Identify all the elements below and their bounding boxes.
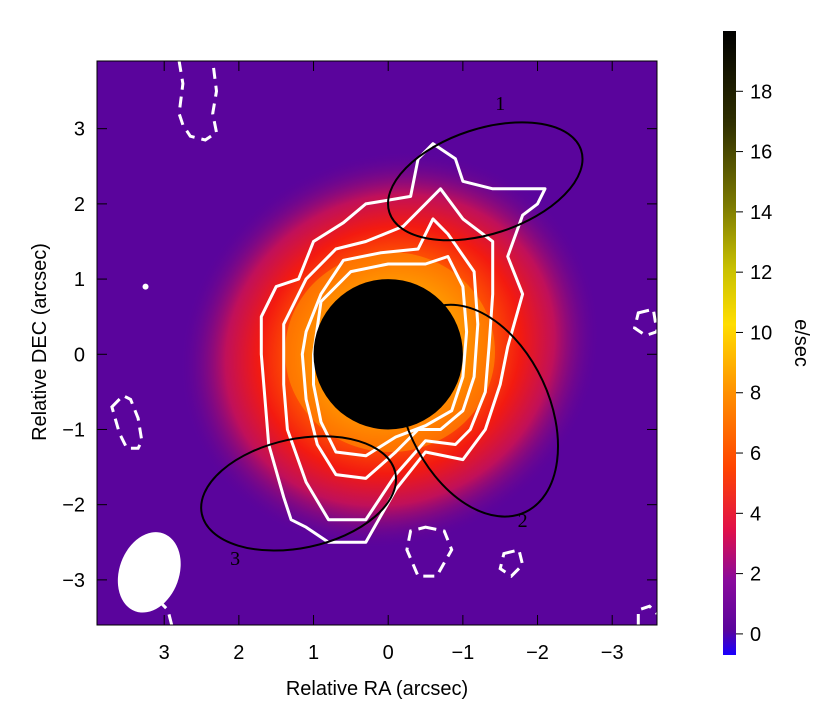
x-tick-label: 0: [383, 642, 394, 664]
colorbar-tick-label: 12: [750, 262, 772, 284]
negative-contour: [110, 393, 144, 450]
colorbar-tick-label: 0: [750, 624, 761, 646]
negative-contour: [636, 604, 657, 625]
region-3-label: 3: [230, 548, 240, 570]
y-tick-label: −2: [62, 495, 85, 517]
x-tick-label: 3: [159, 642, 170, 664]
plot-area: [96, 60, 658, 626]
positive-contours: [142, 142, 547, 544]
x-tick-label: 1: [308, 642, 319, 664]
plot-frame: [96, 60, 658, 626]
x-axis-title: Relative RA (arcsec): [286, 678, 468, 700]
region-2-ellipse: [396, 303, 560, 518]
y-tick-label: −3: [62, 570, 85, 592]
region-ellipses: [200, 121, 584, 552]
negative-contours: [110, 61, 657, 625]
colorbar: 0 2 4 6 8 10 12 14 16 18 e/sec: [723, 31, 812, 655]
colorbar-tick-label: 18: [750, 81, 772, 103]
positive-contour: [300, 217, 480, 480]
colorbar-title: e/sec: [790, 319, 812, 367]
y-tick-label: 1: [74, 269, 85, 291]
region-1-ellipse: [387, 121, 584, 242]
y-axis-ticks: 3 2 1 0 −1 −2 −3: [62, 119, 657, 592]
x-tick-label: −1: [451, 642, 474, 664]
region-2-label: 2: [518, 510, 528, 532]
x-tick-label: −2: [526, 642, 549, 664]
positive-contour: [282, 187, 495, 522]
negative-contour: [177, 61, 219, 142]
beam-layer: [117, 532, 181, 613]
negative-contour: [498, 547, 525, 579]
x-axis-ticks: 3 2 1 0 −1 −2 −3: [159, 61, 624, 664]
x-tick-label: 2: [233, 642, 244, 664]
y-tick-label: 0: [74, 344, 85, 366]
colorbar-tick-label: 10: [750, 322, 772, 344]
positive-contour-dot: [142, 283, 149, 290]
colorbar-gradient: [723, 31, 736, 655]
colorbar-tick-label: 4: [750, 503, 761, 525]
colorbar-tick-label: 16: [750, 142, 772, 164]
negative-contour: [632, 307, 657, 338]
region-labels: 1 2 3: [230, 93, 527, 570]
positive-contour: [259, 142, 547, 544]
colorbar-tick-label: 14: [750, 202, 772, 224]
y-tick-label: −1: [62, 419, 85, 441]
colorbar-ticks: 0 2 4 6 8 10 12 14 16 18: [736, 81, 772, 646]
colorbar-tick-label: 6: [750, 443, 761, 465]
occulting-mask-layer: [313, 279, 463, 430]
y-tick-label: 2: [74, 194, 85, 216]
x-tick-label: −3: [601, 642, 624, 664]
colorbar-tick-label: 8: [750, 383, 761, 405]
y-tick-label: 3: [74, 119, 85, 141]
negative-contour: [405, 525, 454, 578]
colorbar-tick-label: 2: [750, 564, 761, 586]
y-axis-title: Relative DEC (arcsec): [29, 243, 51, 441]
occulting-mask: [313, 279, 463, 430]
beam-ellipse: [117, 532, 181, 613]
region-3-ellipse: [200, 435, 398, 552]
positive-contour: [312, 255, 469, 458]
region-1-label: 1: [495, 93, 505, 115]
negative-contour: [159, 601, 174, 625]
